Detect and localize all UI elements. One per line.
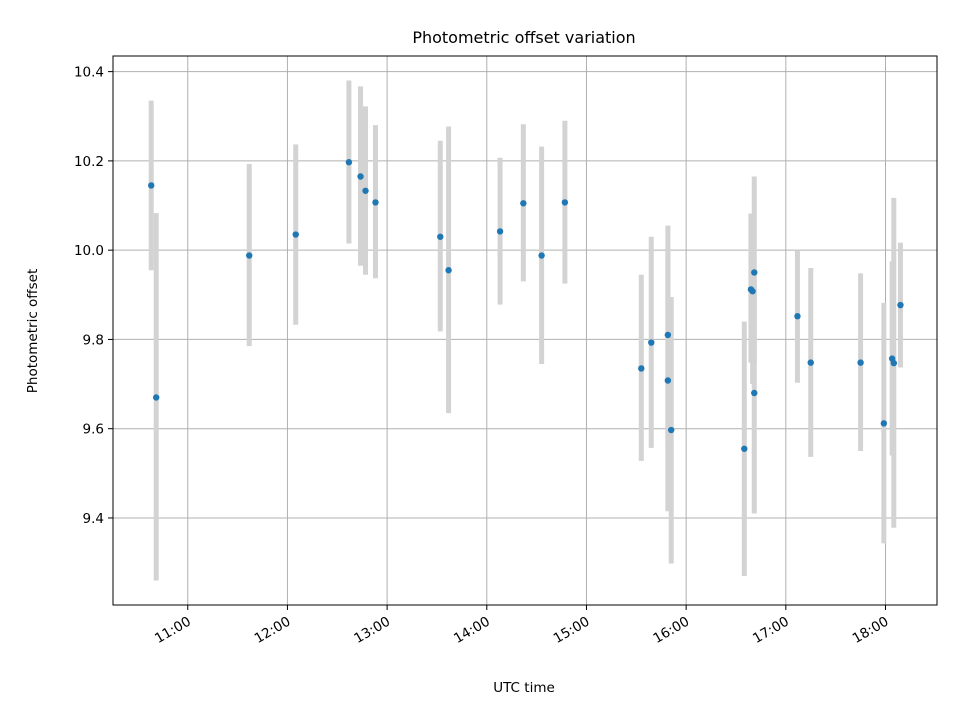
y-tick-label: 9.6	[83, 422, 104, 438]
data-point	[794, 313, 801, 320]
data-point	[751, 269, 758, 276]
data-point	[807, 359, 814, 366]
data-point	[152, 394, 160, 401]
x-axis-label: UTC time	[493, 680, 555, 696]
data-point	[362, 187, 369, 194]
data-point	[561, 199, 569, 206]
data-point	[667, 426, 675, 434]
data-point	[648, 339, 655, 346]
data-point	[749, 288, 756, 295]
y-tick-label: 10.0	[74, 243, 104, 259]
y-tick-label: 10.2	[74, 154, 104, 170]
data-point	[664, 331, 672, 339]
data-points	[148, 159, 904, 452]
data-point	[538, 252, 545, 259]
data-point	[520, 200, 527, 207]
data-point	[148, 182, 155, 189]
data-point	[638, 365, 645, 372]
y-tick-label: 9.4	[83, 511, 104, 527]
y-tick-label: 9.8	[83, 332, 104, 348]
y-tick-label: 10.4	[74, 65, 104, 81]
data-point	[664, 377, 672, 384]
data-point	[246, 252, 253, 259]
data-point	[445, 267, 452, 274]
data-point	[880, 420, 888, 427]
data-point	[437, 233, 444, 240]
data-point	[357, 173, 364, 180]
data-point	[292, 231, 299, 238]
y-axis-label: Photometric offset	[25, 269, 41, 393]
data-point	[751, 389, 758, 397]
data-point	[496, 228, 504, 235]
data-point	[890, 359, 898, 367]
y-axis: 9.4 9.6 9.8 10.0 10.2 10.4	[74, 65, 113, 527]
plot-frame	[112, 55, 938, 606]
data-point	[741, 445, 748, 452]
chart-title: Photometric offset variation	[412, 28, 635, 47]
data-point	[345, 159, 353, 166]
data-point	[897, 301, 904, 309]
data-point	[372, 199, 379, 206]
data-point	[857, 359, 864, 366]
